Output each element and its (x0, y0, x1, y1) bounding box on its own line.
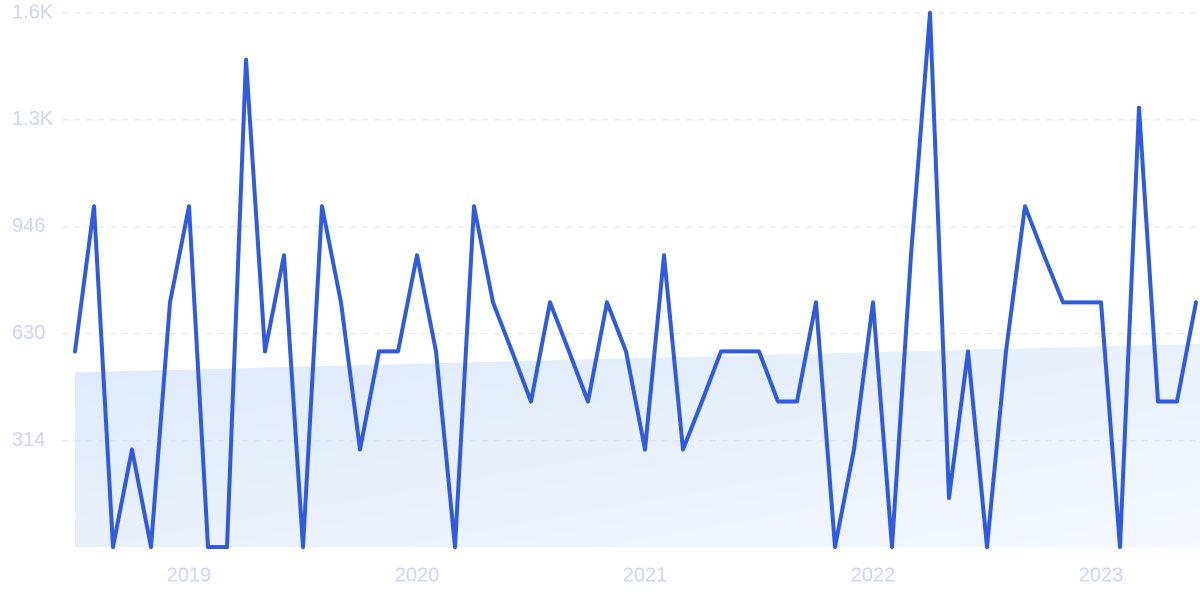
trend-area (75, 343, 1200, 547)
y-tick-label: 630 (12, 322, 45, 344)
y-tick-label: 314 (12, 429, 45, 451)
x-tick-label: 2020 (395, 564, 440, 586)
x-tick-label: 2021 (623, 564, 668, 586)
x-tick-label: 2023 (1079, 564, 1124, 586)
y-tick-label: 1.6K (12, 1, 54, 23)
y-tick-label: 946 (12, 215, 45, 237)
x-tick-label: 2022 (851, 564, 896, 586)
x-tick-label: 2019 (167, 564, 212, 586)
line (73, 11, 1198, 549)
y-tick-label: 1.3K (12, 108, 54, 130)
